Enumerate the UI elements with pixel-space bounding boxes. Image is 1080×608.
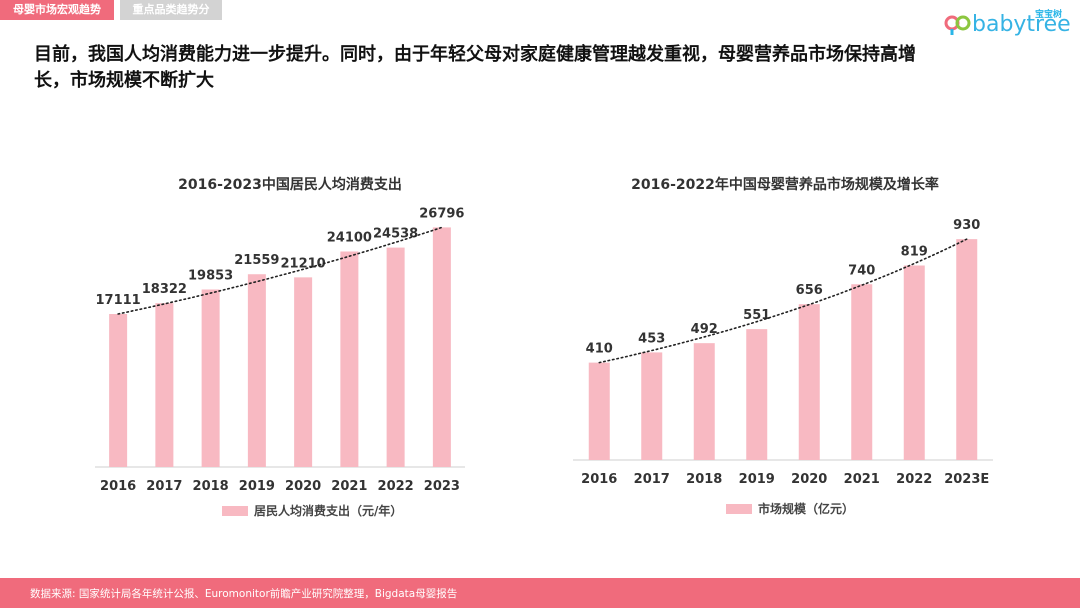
chart1-tick-label: 2020 xyxy=(285,479,321,494)
chart2-tick-label: 2016 xyxy=(581,472,617,487)
chart2-data-label: 453 xyxy=(638,331,665,346)
chart2-data-label: 492 xyxy=(691,322,718,337)
chart2-bar xyxy=(641,352,663,460)
chart2-tick-label: 2017 xyxy=(634,472,670,487)
tab-market-macro-trend[interactable]: 母婴市场宏观趋势 xyxy=(0,0,114,20)
chart2-data-label: 551 xyxy=(743,308,770,323)
chart1-data-label: 21559 xyxy=(234,253,279,268)
data-source-note: 数据来源: 国家统计局各年统计公报、Euromonitor前瞻产业研究院整理，B… xyxy=(30,588,458,600)
section-tabs: 母婴市场宏观趋势 重点品类趋势分析 xyxy=(0,0,228,36)
chart2-bar xyxy=(746,329,768,460)
chart2-bar xyxy=(851,284,873,460)
chart2-bar xyxy=(903,265,925,460)
chart2-data-label: 656 xyxy=(796,283,823,298)
chart1-legend-swatch xyxy=(222,505,248,516)
chart1-tick-label: 2022 xyxy=(378,479,414,494)
chart1-data-label: 24100 xyxy=(327,231,372,246)
chart2-bar xyxy=(956,239,978,460)
chart2-bar xyxy=(693,343,715,460)
chart1-data-label: 24538 xyxy=(373,227,418,242)
chart2-tick-label: 2020 xyxy=(791,472,827,487)
chart1-bar xyxy=(201,289,220,467)
chart1-bar xyxy=(294,277,313,467)
chart1-tick-label: 2021 xyxy=(331,479,367,494)
logo-cn-text: 宝宝树 xyxy=(1034,10,1062,20)
chart2-data-label: 930 xyxy=(953,218,980,233)
chart1-data-label: 26796 xyxy=(419,206,464,221)
chart2-tick-label: 2021 xyxy=(844,472,880,487)
chart2-title: 2016-2022年中国母婴营养品市场规模及增长率 xyxy=(631,177,939,193)
chart1-trendline xyxy=(117,226,443,315)
chart1-bar xyxy=(432,227,451,467)
chart2-bar xyxy=(588,362,610,460)
chart2-legend-swatch xyxy=(726,503,752,514)
chart1-data-label: 19853 xyxy=(188,268,233,283)
chart1-tick-label: 2018 xyxy=(193,479,229,494)
chart1-data-label: 18322 xyxy=(142,282,187,297)
chart2-tick-label: 2019 xyxy=(739,472,775,487)
chart1-legend-label: 居民人均消费支出（元/年） xyxy=(254,504,403,518)
chart1-bar xyxy=(155,303,174,467)
chart2-tick-label: 2022 xyxy=(896,472,932,487)
chart1-bar xyxy=(340,251,359,467)
chart1-legend: 居民人均消费支出（元/年） xyxy=(222,502,402,519)
chart2-plot: 410 2016 453 2017 492 2018 551 2019 656 2020 740 20… xyxy=(573,218,993,487)
chart1-data-label: 21210 xyxy=(281,256,326,271)
chart2-legend-label: 市场规模（亿元） xyxy=(758,502,855,516)
babytree-logo-icon xyxy=(944,15,971,35)
chart2-data-label: 740 xyxy=(848,263,875,278)
chart1-bar xyxy=(247,274,266,467)
chart1-tick-label: 2017 xyxy=(146,479,182,494)
chart2-trendline xyxy=(598,238,968,364)
chart1-plot: 17111 2016 18322 2017 19853 2018 21559 2019 2121… xyxy=(95,206,465,494)
chart1-tick-label: 2019 xyxy=(239,479,275,494)
chart2-tick-label: 2018 xyxy=(686,472,722,487)
chart1-bar xyxy=(386,247,405,467)
chart2-data-label: 410 xyxy=(586,342,613,357)
babytree-logo: babytree 宝宝树 xyxy=(944,8,1071,38)
chart1-title: 2016-2023中国居民人均消费支出 xyxy=(178,177,402,193)
chart1-data-label: 17111 xyxy=(96,293,141,308)
logo-wordmark: babytree xyxy=(972,12,1071,37)
chart2-tick-label: 2023E xyxy=(944,472,989,487)
chart1-tick-label: 2023 xyxy=(424,479,460,494)
page-headline: 目前，我国人均消费能力进一步提升。同时，由于年轻父母对家庭健康管理越发重视，母婴… xyxy=(34,44,916,91)
chart1-tick-label: 2016 xyxy=(100,479,136,494)
tab-category-trend-analysis[interactable]: 重点品类趋势分析 xyxy=(120,0,222,36)
footer-bar: 数据来源: 国家统计局各年统计公报、Euromonitor前瞻产业研究院整理，B… xyxy=(0,578,1080,608)
chart2-data-label: 819 xyxy=(901,244,928,259)
chart2-legend: 市场规模（亿元） xyxy=(726,500,854,517)
chart2-bar xyxy=(798,304,820,460)
chart1-bar xyxy=(109,314,128,467)
